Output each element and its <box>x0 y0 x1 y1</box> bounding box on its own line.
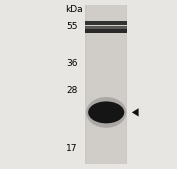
Text: 17: 17 <box>66 144 78 153</box>
Bar <box>85 21 127 25</box>
Bar <box>87 5 126 164</box>
Ellipse shape <box>86 97 126 128</box>
Polygon shape <box>132 108 139 117</box>
Text: 36: 36 <box>66 59 78 68</box>
Ellipse shape <box>88 101 124 123</box>
Bar <box>85 5 127 164</box>
Text: kDa: kDa <box>65 5 83 14</box>
Bar <box>85 26 127 29</box>
Text: 55: 55 <box>66 22 78 31</box>
Text: 28: 28 <box>67 86 78 95</box>
Bar <box>85 29 127 33</box>
